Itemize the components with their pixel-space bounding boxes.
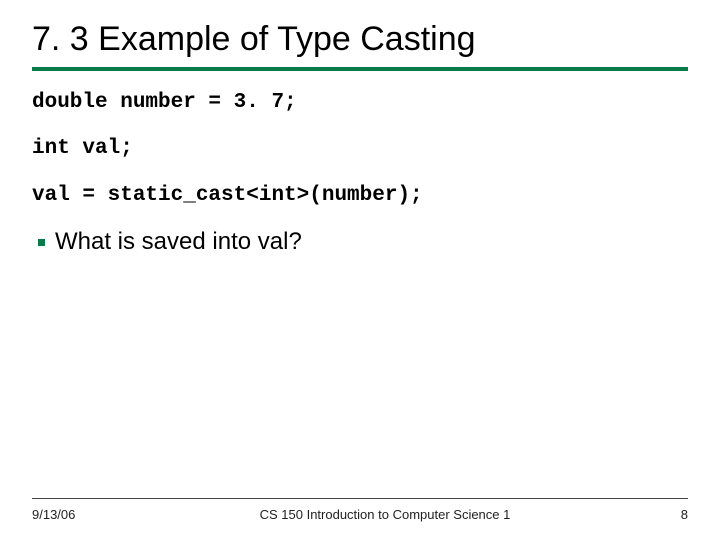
footer-rule — [32, 498, 688, 499]
bullet-icon — [38, 239, 45, 246]
footer-row: 9/13/06 CS 150 Introduction to Computer … — [32, 507, 688, 522]
title-underline — [32, 67, 688, 71]
footer-page: 8 — [648, 507, 688, 522]
footer: 9/13/06 CS 150 Introduction to Computer … — [32, 498, 688, 522]
bullet-text: What is saved into val? — [55, 228, 302, 256]
code-line-1: double number = 3. 7; — [32, 89, 688, 117]
bullet-item: What is saved into val? — [32, 228, 688, 256]
footer-course: CS 150 Introduction to Computer Science … — [122, 507, 648, 522]
slide: 7. 3 Example of Type Casting double numb… — [0, 0, 720, 540]
slide-title: 7. 3 Example of Type Casting — [32, 20, 688, 65]
code-line-3: val = static_cast<int>(number); — [32, 182, 688, 210]
footer-date: 9/13/06 — [32, 507, 122, 522]
code-line-2: int val; — [32, 135, 688, 163]
